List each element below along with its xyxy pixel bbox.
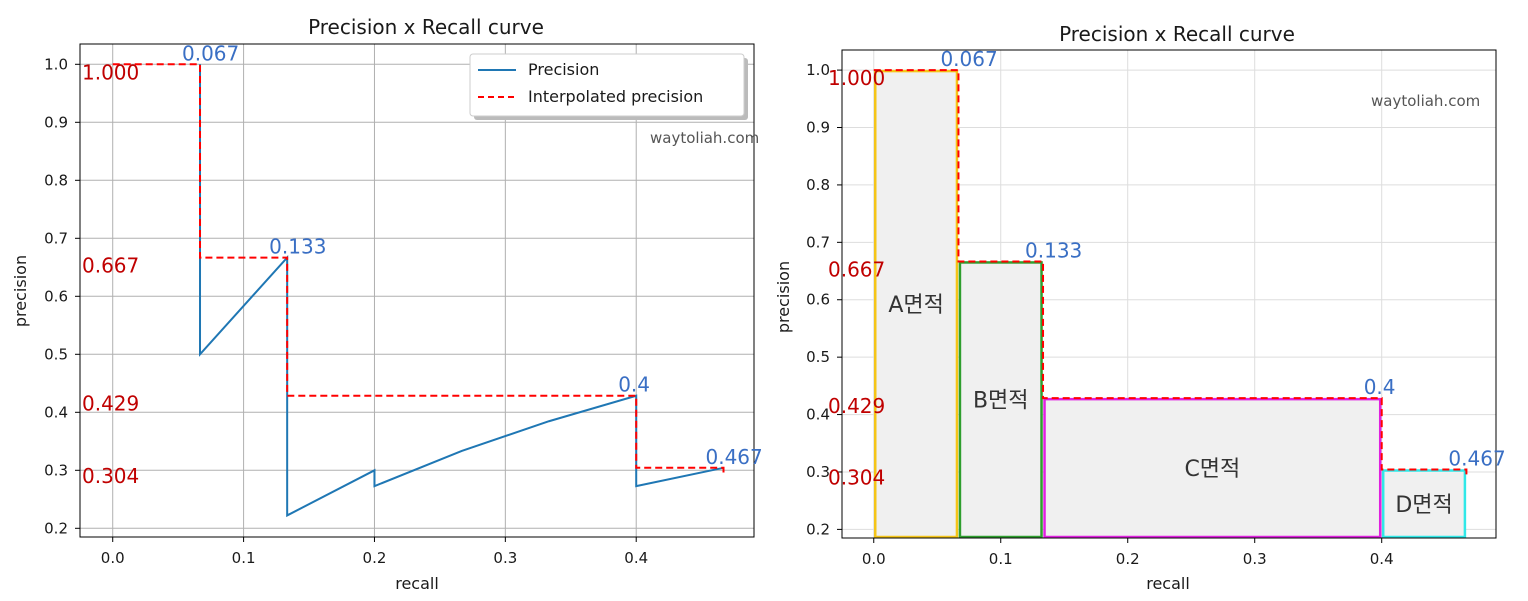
- region-c: [1043, 397, 1382, 539]
- chart-1: Precision x Recall curve 0.0 0.1 0.2 0.3 0.4…: [11, 15, 763, 593]
- precision-annotation: 0.429: [828, 394, 885, 418]
- recall-annotation: 0.4: [618, 373, 650, 397]
- y-tick-label: 0.8: [806, 176, 830, 194]
- x-tick-label: 0.1: [989, 550, 1013, 568]
- y-tick-label: 0.5: [44, 345, 68, 363]
- recall-annotation: 0.133: [269, 235, 326, 259]
- x-tick-label: 0.4: [1370, 550, 1394, 568]
- recall-annotation: 0.133: [1025, 238, 1082, 262]
- y-tick-label: 0.7: [44, 229, 68, 247]
- chart-1-title: Precision x Recall curve: [308, 15, 544, 39]
- y-tick-label: 0.2: [806, 520, 830, 538]
- series-interpolated-precision: [112, 63, 725, 477]
- region-label: C면적: [1184, 457, 1240, 482]
- recall-annotation: 0.4: [1364, 375, 1396, 399]
- chart-1-watermark: waytoliah.com: [650, 129, 759, 147]
- chart-1-frame: [79, 43, 755, 538]
- y-tick-label: 0.6: [806, 291, 830, 309]
- series-precision: [199, 64, 724, 518]
- region-d: [1381, 469, 1467, 539]
- x-tick-label: 0.1: [232, 549, 256, 567]
- x-tick-label: 0.2: [363, 549, 387, 567]
- y-tick-label: 0.5: [806, 348, 830, 366]
- region-a: [873, 69, 959, 539]
- chart-2-regions: A면적 B면적 C면적 D면적: [873, 69, 1467, 539]
- x-tick-label: 0.2: [1116, 550, 1140, 568]
- y-tick-label: 0.4: [806, 406, 830, 424]
- chart-1-ticks: 0.0 0.1 0.2 0.3 0.4 0.2 0.3 0.4 0.5 0.6 0.7 0.8 0.9 1…: [44, 55, 648, 567]
- chart-1-xlabel: recall: [395, 574, 439, 593]
- legend-label-precision: Precision: [528, 60, 599, 79]
- x-tick-label: 0.4: [624, 549, 648, 567]
- precision-annotation: 1.000: [828, 66, 885, 90]
- y-tick-label: 0.6: [44, 287, 68, 305]
- recall-annotation: 0.467: [1448, 447, 1505, 471]
- chart-1-series: [112, 63, 725, 518]
- precision-annotation: 0.304: [82, 464, 139, 488]
- x-tick-label: 0.3: [493, 549, 517, 567]
- chart-2-ylabel: precision: [774, 261, 793, 333]
- precision-annotation: 0.667: [828, 257, 885, 281]
- y-tick-label: 0.4: [44, 403, 68, 421]
- series-interpolated-precision: [873, 69, 1468, 478]
- region-b: [958, 261, 1043, 539]
- recall-annotation: 0.067: [182, 41, 239, 65]
- legend-box: [469, 53, 745, 117]
- chart-2-xlabel: recall: [1146, 574, 1190, 593]
- x-tick-label: 0.3: [1243, 550, 1267, 568]
- region-label: B면적: [973, 389, 1029, 414]
- precision-annotation: 0.304: [828, 466, 885, 490]
- y-tick-label: 0.2: [44, 519, 68, 537]
- chart-1-annotations: 0.067 0.133 0.4 0.467 1.000 0.667 0.429 0.304: [82, 41, 763, 488]
- chart-2: Precision x Recall curve 0.0 0.1 0.2 0.3 0.4…: [774, 22, 1506, 593]
- chart-2-series: [873, 69, 1468, 478]
- x-tick-label: 0.0: [862, 550, 886, 568]
- y-tick-label: 0.9: [44, 113, 68, 131]
- y-tick-label: 0.3: [44, 461, 68, 479]
- chart-2-frame: [841, 49, 1497, 539]
- y-tick-label: 0.3: [806, 463, 830, 481]
- chart-1-legend: Precision Interpolated precision: [469, 53, 748, 120]
- y-tick-label: 0.8: [44, 171, 68, 189]
- y-tick-label: 0.7: [806, 233, 830, 251]
- legend-label-interpolated: Interpolated precision: [528, 87, 703, 106]
- region-label: D면적: [1395, 493, 1452, 518]
- region-label: A면적: [888, 293, 944, 318]
- recall-annotation: 0.467: [706, 445, 763, 469]
- recall-annotation: 0.067: [940, 47, 997, 71]
- chart-2-ticks: 0.0 0.1 0.2 0.3 0.4 0.2 0.3 0.4 0.5 0.6 0.7 0.8 0.9 1…: [806, 61, 1393, 568]
- y-tick-label: 0.9: [806, 119, 830, 137]
- chart-2-watermark: waytoliah.com: [1371, 92, 1480, 110]
- precision-annotation: 0.667: [82, 254, 139, 278]
- precision-annotation: 1.000: [82, 60, 139, 84]
- y-tick-label: 1.0: [806, 61, 830, 79]
- y-tick-label: 1.0: [44, 55, 68, 73]
- precision-annotation: 0.429: [82, 392, 139, 416]
- x-tick-label: 0.0: [101, 549, 125, 567]
- chart-2-title: Precision x Recall curve: [1059, 22, 1295, 46]
- chart-2-annotations: 0.067 0.133 0.4 0.467 1.000 0.667 0.429 0.304: [828, 47, 1506, 489]
- chart-1-ylabel: precision: [11, 255, 30, 327]
